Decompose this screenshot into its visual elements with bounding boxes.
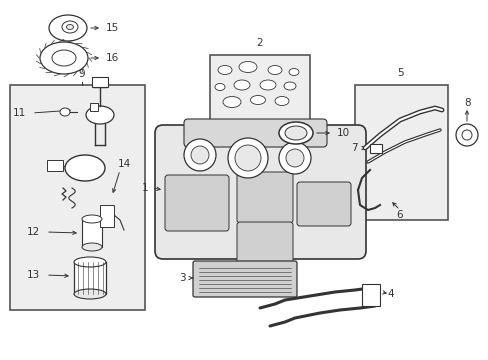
Text: 14: 14 [118,159,131,169]
Ellipse shape [82,215,102,223]
Ellipse shape [86,106,114,124]
Ellipse shape [49,15,87,41]
Ellipse shape [274,96,288,105]
Ellipse shape [250,95,265,104]
Ellipse shape [279,122,312,144]
Bar [209,55,309,120]
FancyBboxPatch shape [193,261,296,297]
Ellipse shape [218,66,231,75]
Bar [354,85,447,220]
Text: 4: 4 [386,289,393,299]
Bar [74,262,106,294]
Circle shape [183,139,216,171]
Ellipse shape [284,82,295,90]
Text: 16: 16 [106,53,119,63]
Circle shape [227,138,267,178]
FancyBboxPatch shape [155,125,365,259]
Text: 10: 10 [336,128,349,138]
Bar [100,205,114,227]
Text: 11: 11 [13,108,26,118]
Circle shape [285,149,304,167]
FancyBboxPatch shape [164,175,228,231]
Ellipse shape [74,289,106,299]
Polygon shape [158,128,362,256]
Circle shape [191,146,208,164]
FancyBboxPatch shape [237,222,292,263]
Ellipse shape [66,24,73,30]
Ellipse shape [285,126,306,140]
Bar [10,85,145,310]
Text: 6: 6 [396,210,403,220]
Text: 12: 12 [27,227,40,237]
Bar [92,77,108,87]
Ellipse shape [65,155,105,181]
Text: 1: 1 [141,183,148,193]
Ellipse shape [52,50,76,66]
Ellipse shape [455,124,477,146]
Ellipse shape [239,62,257,72]
Text: 3: 3 [179,273,185,283]
Circle shape [235,145,261,171]
Ellipse shape [215,84,224,90]
FancyBboxPatch shape [183,119,326,147]
Ellipse shape [260,80,275,90]
Ellipse shape [223,96,241,108]
Bar [361,284,379,306]
Bar [47,160,63,171]
Bar [90,103,98,111]
Text: 13: 13 [27,270,40,280]
Bar [369,144,381,153]
Text: 15: 15 [106,23,119,33]
Ellipse shape [82,243,102,251]
Text: 5: 5 [396,68,403,78]
Ellipse shape [267,66,282,75]
Ellipse shape [461,130,471,140]
FancyBboxPatch shape [237,172,292,223]
Ellipse shape [60,108,70,116]
Ellipse shape [288,68,298,76]
Ellipse shape [74,257,106,267]
Text: 9: 9 [79,69,85,79]
Ellipse shape [234,80,249,90]
Ellipse shape [62,21,78,33]
Bar [82,219,102,247]
FancyBboxPatch shape [296,182,350,226]
Circle shape [279,142,310,174]
Ellipse shape [40,42,88,74]
Text: 2: 2 [256,38,263,48]
Text: 8: 8 [464,98,470,108]
Text: 7: 7 [351,143,357,153]
